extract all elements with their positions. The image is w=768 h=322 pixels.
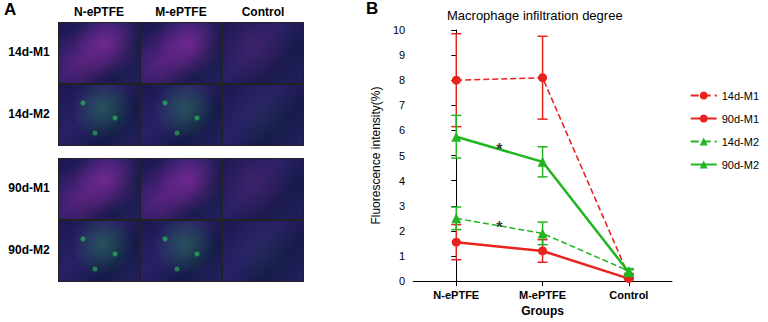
svg-text:6: 6 — [399, 124, 405, 136]
svg-text:8: 8 — [399, 74, 405, 86]
html-text:90d-M2: 90d-M2 — [8, 243, 50, 257]
html-text:14d-M1: 14d-M1 — [8, 45, 50, 59]
html-text:Control: Control — [241, 5, 285, 19]
svg-text:7: 7 — [399, 99, 405, 111]
svg-text:N-ePTFE: N-ePTFE — [433, 289, 479, 301]
svg-text:Control: Control — [609, 289, 648, 301]
svg-text:3: 3 — [399, 200, 405, 212]
html-text:14d-M2: 14d-M2 — [8, 107, 50, 121]
svg-text:Groups: Groups — [521, 304, 564, 318]
svg-text:0: 0 — [399, 275, 405, 287]
svg-text:*: * — [496, 219, 503, 236]
svg-text:B: B — [366, 0, 378, 18]
svg-text:4: 4 — [399, 175, 405, 187]
svg-text:2: 2 — [399, 225, 405, 237]
svg-text:M-ePTFE: M-ePTFE — [519, 289, 566, 301]
svg-text:Fluorescence intensity(%): Fluorescence intensity(%) — [369, 87, 383, 225]
svg-text:14d-M2: 14d-M2 — [722, 136, 759, 148]
svg-text:*: * — [496, 141, 503, 158]
svg-text:5: 5 — [399, 150, 405, 162]
html-text:90d-M1: 90d-M1 — [8, 181, 50, 195]
svg-text:14d-M1: 14d-M1 — [722, 90, 759, 102]
svg-text:10: 10 — [393, 24, 405, 36]
html-text:A: A — [4, 0, 17, 19]
svg-text:90d-M1: 90d-M1 — [722, 113, 759, 125]
svg-text:90d-M2: 90d-M2 — [722, 159, 759, 171]
svg-text:9: 9 — [399, 49, 405, 61]
svg-text:Macrophage infiltration degree: Macrophage infiltration degree — [447, 8, 623, 23]
svg-text:1: 1 — [399, 250, 405, 262]
html-text:M-ePTFE: M-ePTFE — [155, 5, 207, 19]
html-text:N-ePTFE: N-ePTFE — [74, 5, 124, 19]
